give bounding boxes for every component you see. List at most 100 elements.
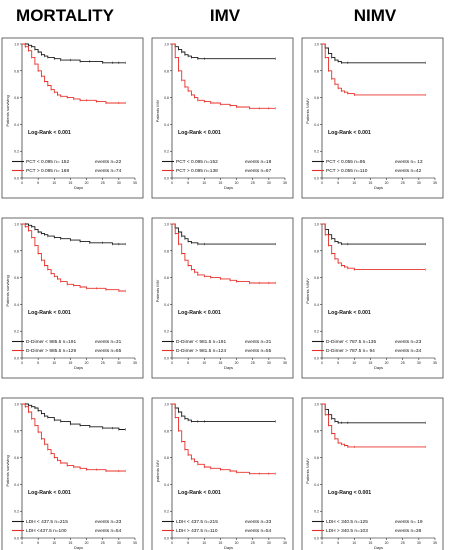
y-tick-label: 0.0 [14, 177, 19, 181]
x-tick-label: 20 [385, 541, 389, 545]
legend-series-label: PCT < 0.055 n=95 [326, 159, 365, 165]
y-tick-label: 0.0 [314, 357, 319, 361]
km-panel: 0.0 0.2 0.4 0.6 0.8 1.0 0 5 10 15 20 25 30 35 Days Pati… [1, 37, 144, 199]
km-curve-black [22, 403, 126, 430]
logrank-label: Log-Rank < 0.001 [328, 130, 371, 136]
x-tick-label: 5 [37, 181, 39, 185]
x-tick-label: 15 [368, 361, 372, 365]
y-tick-label: 0.2 [164, 510, 169, 514]
y-tick-label: 0.4 [164, 123, 169, 127]
y-tick-label: 0.0 [314, 537, 319, 541]
y-tick-label: 1.0 [14, 223, 19, 227]
km-panel: 0.0 0.2 0.4 0.6 0.8 1.0 0 5 10 15 20 25 30 35 Days Pati… [1, 217, 144, 379]
x-tick-label: 0 [21, 361, 23, 365]
km-curve-red [22, 403, 126, 472]
y-tick-label: 1.0 [14, 43, 19, 47]
y-tick-label: 0.4 [314, 303, 319, 307]
legend-series-label: PCT > 0.095 n=138 [176, 168, 218, 174]
legend-series-label: PCT > 0.095 n= 168 [26, 168, 69, 174]
x-tick-label: 20 [235, 181, 239, 185]
x-tick-label: 15 [68, 361, 72, 365]
km-curve-black [172, 223, 276, 245]
legend-events-label: events n=38 [395, 528, 422, 534]
x-tick-label: 30 [267, 181, 271, 185]
x-tick-label: 25 [251, 361, 255, 365]
y-tick-label: 0.2 [314, 150, 319, 154]
y-tick-label: 0.6 [314, 276, 319, 280]
y-tick-label: 0.2 [14, 150, 19, 154]
x-axis-label: Days [224, 365, 233, 370]
x-tick-label: 35 [133, 181, 137, 185]
y-tick-label: 0.2 [14, 510, 19, 514]
x-tick-label: 25 [101, 541, 105, 545]
y-tick-label: 1.0 [314, 223, 319, 227]
y-tick-label: 1.0 [164, 223, 169, 227]
x-tick-label: 5 [187, 541, 189, 545]
x-tick-label: 30 [267, 541, 271, 545]
legend-events-label: events n=22 [95, 159, 122, 165]
x-tick-label: 35 [283, 361, 287, 365]
legend-series-label: LDH <437.5 n=100 [26, 528, 67, 534]
legend-events-label: events n=23 [395, 339, 422, 345]
y-tick-label: 0.8 [14, 249, 19, 253]
legend-events-label: events n=31 [245, 339, 272, 345]
legend-events-label: events n=31 [95, 339, 122, 345]
legend-events-label: events n=33 [245, 519, 272, 525]
x-tick-label: 10 [352, 541, 356, 545]
y-tick-label: 0.2 [314, 330, 319, 334]
y-tick-label: 0.8 [164, 69, 169, 73]
km-curve-red [172, 403, 276, 475]
y-tick-label: 0.0 [164, 357, 169, 361]
logrank-label: Log-Rank < 0.001 [178, 310, 221, 316]
km-curve-red [172, 43, 276, 109]
x-axis-label: Days [224, 545, 233, 550]
legend-series-label: LDH > 437.5 n=110 [176, 528, 218, 534]
y-tick-label: 0.2 [314, 510, 319, 514]
x-tick-label: 35 [433, 541, 437, 545]
km-curve-red [22, 223, 126, 292]
x-tick-label: 10 [52, 181, 56, 185]
x-tick-label: 25 [401, 361, 405, 365]
x-tick-label: 5 [37, 541, 39, 545]
x-tick-label: 15 [218, 361, 222, 365]
y-axis-label: Patients surviving [5, 275, 10, 306]
legend-series-label: D-Dimer < 985.5 n=191 [26, 339, 76, 345]
legend-series-label: LDH < 437.5 n=215 [26, 519, 68, 525]
x-tick-label: 30 [417, 541, 421, 545]
panel-frame [301, 397, 444, 550]
x-tick-label: 35 [433, 181, 437, 185]
km-panel: 0.0 0.2 0.4 0.6 0.8 1.0 0 5 10 15 20 25 30 35 Days Pati… [301, 217, 444, 379]
x-tick-label: 0 [171, 361, 173, 365]
km-curve-black [22, 43, 126, 64]
x-tick-label: 15 [218, 541, 222, 545]
y-tick-label: 0.8 [14, 69, 19, 73]
km-curve-black [322, 43, 426, 64]
x-tick-label: 0 [21, 541, 23, 545]
x-tick-label: 15 [68, 541, 72, 545]
x-tick-label: 5 [337, 541, 339, 545]
x-axis-label: Days [224, 185, 233, 190]
x-axis-label: Days [374, 545, 383, 550]
y-axis-label: Patients NIMV [305, 98, 310, 124]
y-tick-label: 0.6 [14, 96, 19, 100]
legend-events-label: events n=33 [95, 519, 122, 525]
panel-frame [1, 217, 144, 379]
legend-series-label: LDH > 340.5 n=103 [326, 528, 368, 534]
y-tick-label: 0.6 [314, 456, 319, 460]
x-tick-label: 25 [401, 181, 405, 185]
panel-frame [1, 397, 144, 550]
x-axis-label: Days [374, 185, 383, 190]
panel-frame [301, 217, 444, 379]
x-tick-label: 10 [202, 361, 206, 365]
y-tick-label: 0.6 [164, 456, 169, 460]
x-tick-label: 30 [417, 181, 421, 185]
legend-events-label: events n=65 [95, 348, 122, 354]
x-tick-label: 0 [321, 361, 323, 365]
x-tick-label: 25 [101, 361, 105, 365]
x-tick-label: 10 [202, 181, 206, 185]
legend-events-label: events n=74 [95, 168, 122, 174]
x-axis-label: Days [74, 545, 83, 550]
x-tick-label: 25 [251, 541, 255, 545]
y-axis-label: Patients surviving [5, 95, 10, 126]
x-tick-label: 30 [117, 361, 121, 365]
